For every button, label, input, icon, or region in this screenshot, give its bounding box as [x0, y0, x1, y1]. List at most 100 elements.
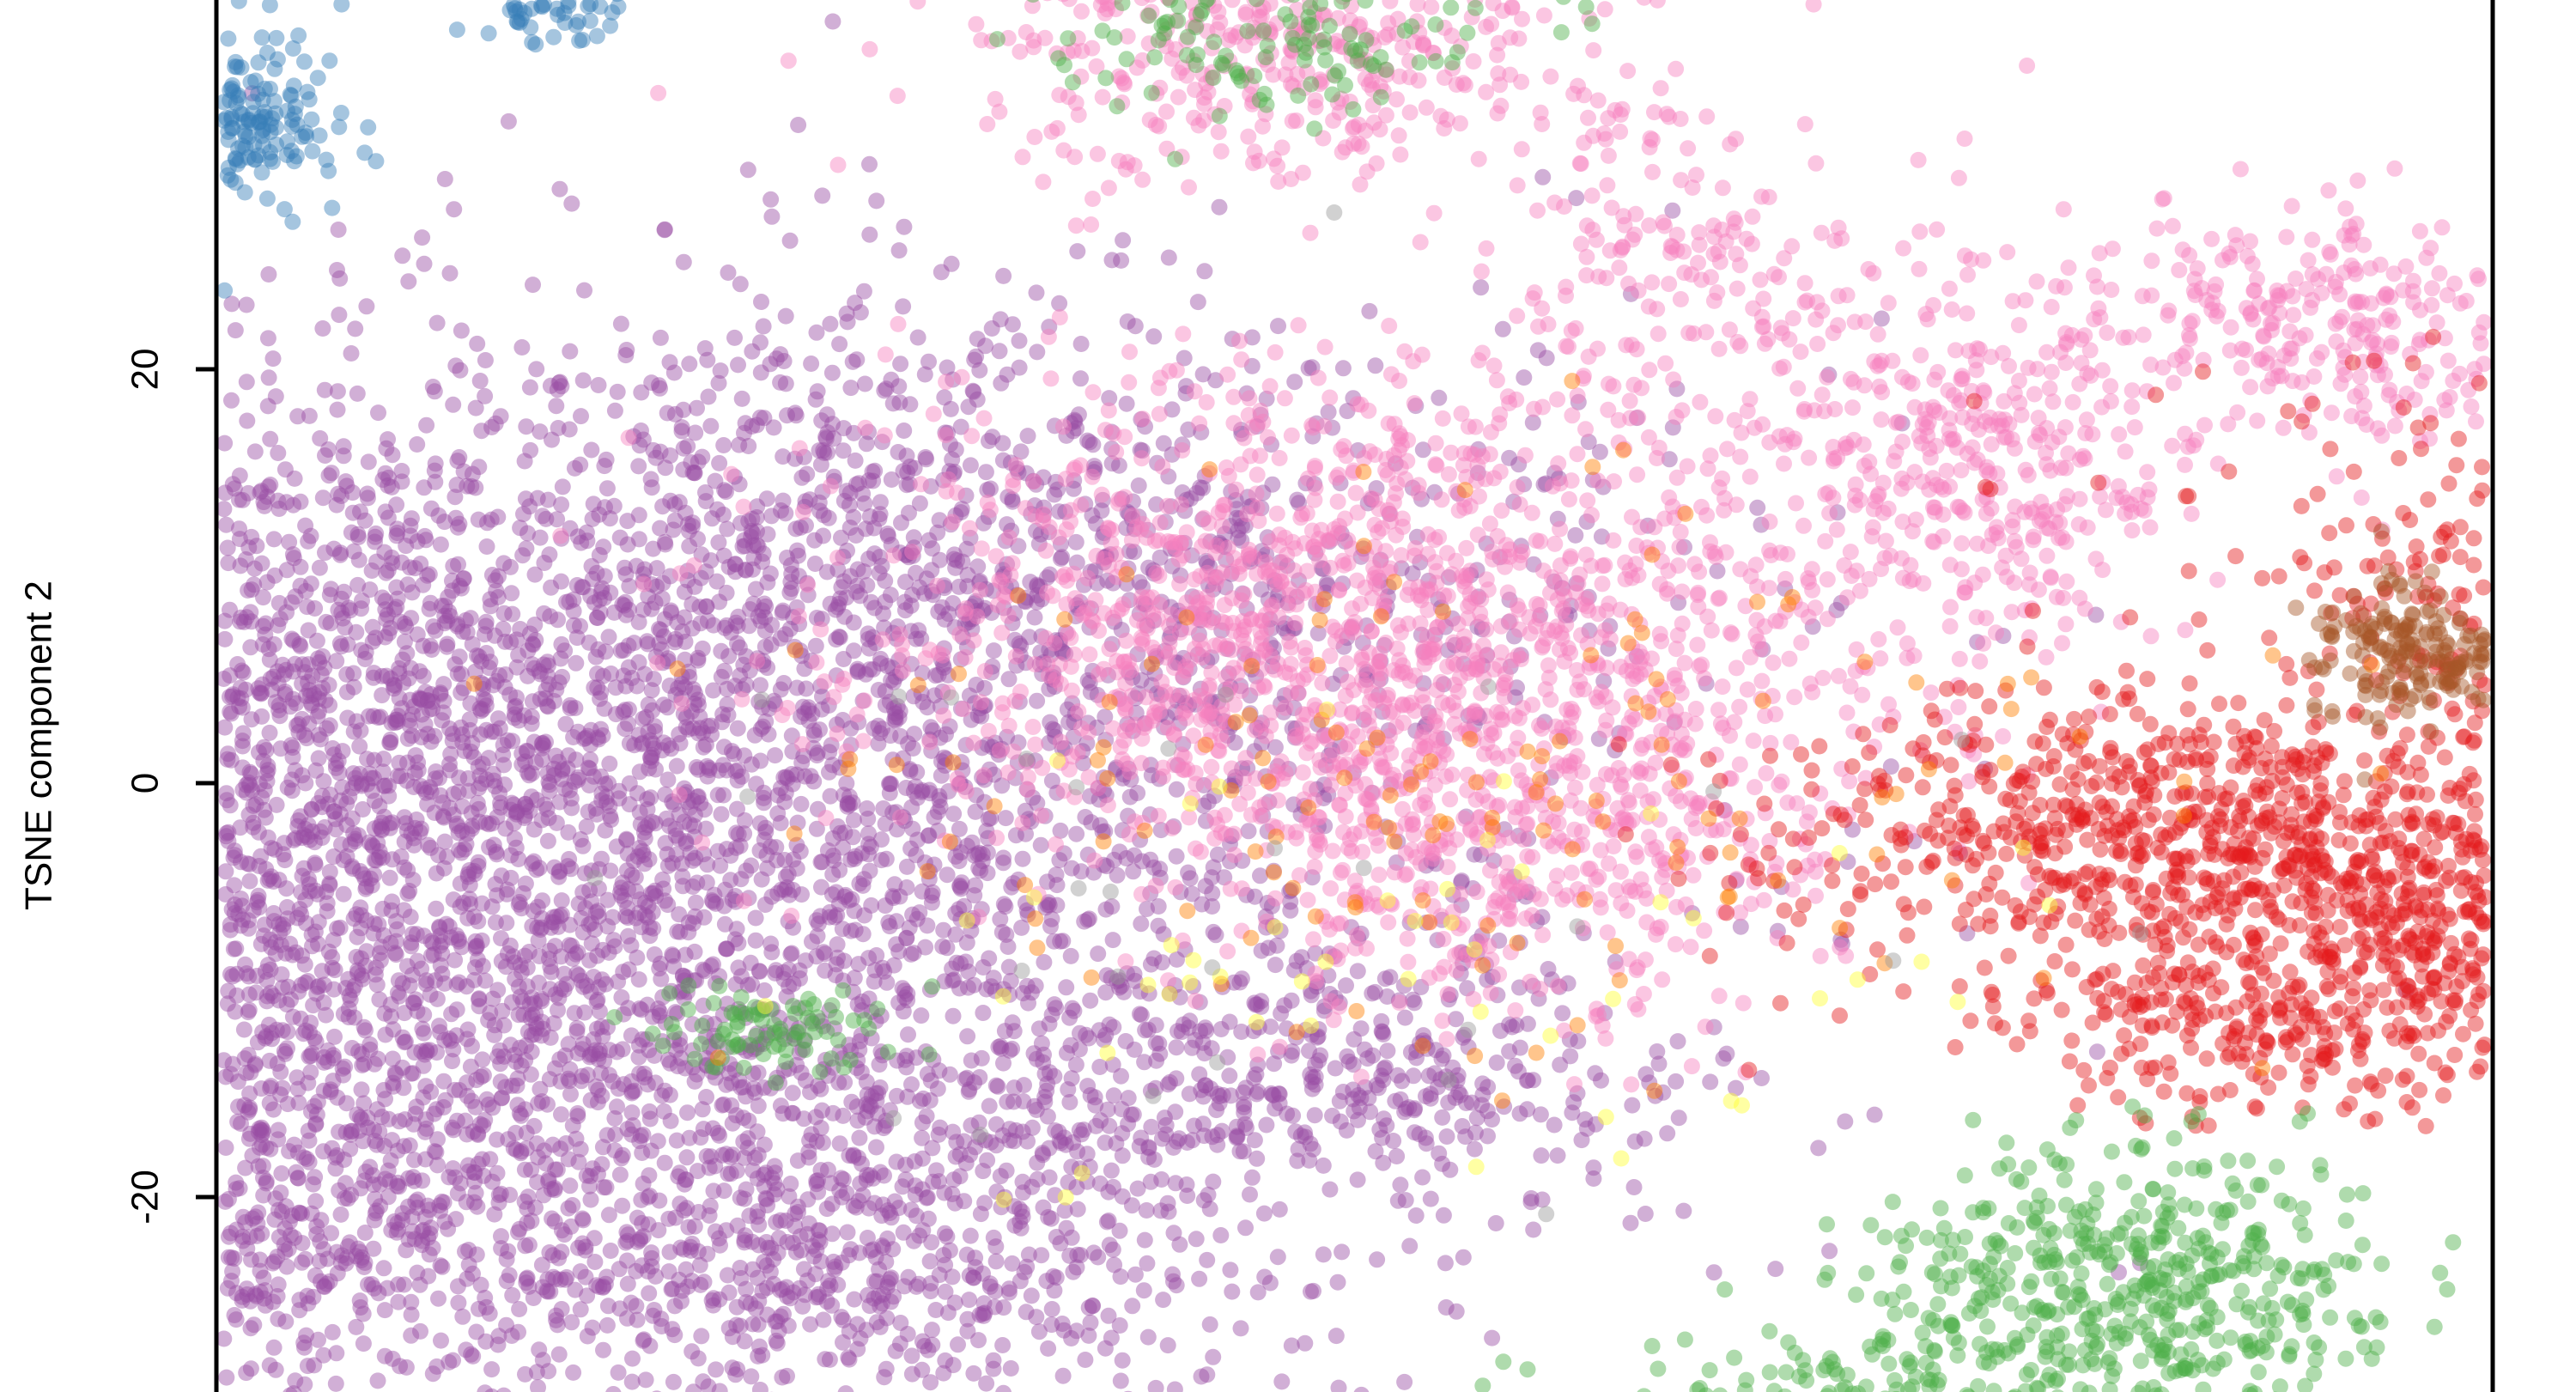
scatter-point — [367, 533, 383, 550]
scatter-point — [1048, 877, 1066, 894]
scatter-point — [492, 1073, 509, 1091]
scatter-point — [897, 574, 914, 591]
scatter-point — [620, 961, 637, 978]
scatter-point — [317, 544, 333, 562]
scatter-point — [858, 435, 875, 453]
scatter-point — [309, 1093, 326, 1110]
scatter-point — [357, 880, 374, 897]
scatter-point — [711, 454, 728, 471]
scatter-point — [824, 866, 841, 883]
scatter-point — [1014, 850, 1031, 867]
scatter-point — [767, 747, 784, 764]
scatter-point — [800, 1143, 817, 1160]
scatter-point — [793, 1064, 810, 1081]
scatter-point — [738, 862, 755, 879]
scatter-point — [450, 1294, 467, 1311]
scatter-point — [1061, 1009, 1078, 1026]
scatter-point — [300, 817, 317, 834]
scatter-point — [244, 85, 261, 102]
scatter-point — [345, 678, 362, 696]
scatter-point — [220, 555, 237, 572]
scatter-point — [421, 1246, 438, 1263]
scatter-point — [1019, 906, 1036, 923]
scatter-point — [444, 732, 461, 750]
scatter-point — [871, 1056, 888, 1073]
scatter-point — [310, 690, 327, 708]
scatter-point — [619, 1252, 635, 1269]
scatter-point — [289, 408, 307, 425]
scatter-point — [668, 1132, 685, 1149]
scatter-point — [1405, 1067, 1422, 1085]
scatter-point — [568, 945, 585, 963]
scatter-point — [1264, 917, 1281, 934]
scatter-point — [403, 1065, 420, 1082]
scatter-point — [729, 1361, 746, 1378]
scatter-point — [1123, 1197, 1140, 1214]
scatter-point — [1159, 1337, 1176, 1354]
scatter-point — [592, 684, 610, 701]
scatter-point — [617, 347, 635, 364]
scatter-point — [240, 484, 257, 501]
scatter-point — [376, 1005, 393, 1022]
scatter-point — [1011, 1201, 1028, 1218]
scatter-point — [884, 395, 902, 412]
scatter-point — [1052, 933, 1069, 950]
scatter-point — [303, 801, 320, 818]
scatter-point — [398, 1359, 415, 1376]
scatter-point — [754, 553, 771, 570]
scatter-point — [413, 706, 430, 723]
scatter-point — [863, 897, 880, 914]
scatter-point — [607, 679, 624, 696]
scatter-point — [217, 863, 234, 880]
scatter-point — [673, 1282, 690, 1299]
scatter-point — [863, 1003, 880, 1020]
scatter-point — [946, 546, 963, 563]
scatter-point — [430, 1290, 447, 1307]
scatter-point — [750, 963, 768, 980]
scatter-point — [477, 1289, 494, 1306]
scatter-point — [995, 1384, 1012, 1392]
scatter-point — [753, 871, 770, 888]
scatter-point — [279, 1024, 296, 1041]
scatter-point — [499, 881, 516, 898]
scatter-point — [878, 1360, 895, 1377]
scatter-point — [550, 868, 568, 885]
scatter-point — [1077, 1352, 1094, 1368]
scatter-point — [367, 966, 384, 983]
scatter-point — [285, 632, 302, 649]
scatter-point — [702, 717, 720, 734]
scatter-point — [278, 880, 295, 897]
scatter-point — [343, 1040, 361, 1056]
scatter-point — [522, 1010, 539, 1027]
scatter-point — [829, 949, 846, 966]
scatter-point — [534, 735, 551, 751]
scatter-point — [630, 458, 647, 475]
scatter-point — [974, 846, 991, 863]
scatter-point — [310, 914, 327, 931]
scatter-point — [526, 1026, 544, 1042]
scatter-point — [453, 322, 470, 339]
scatter-point — [1193, 1368, 1210, 1385]
scatter-point — [259, 872, 276, 889]
scatter-point — [302, 575, 319, 593]
scatter-point — [1255, 1205, 1273, 1222]
scatter-point — [477, 972, 494, 989]
scatter-point — [918, 1108, 935, 1125]
scatter-point — [295, 1025, 312, 1042]
scatter-point — [574, 372, 592, 389]
scatter-point — [528, 361, 545, 378]
scatter-point — [666, 405, 683, 422]
scatter-point — [243, 528, 260, 545]
scatter-point — [784, 1085, 801, 1102]
scatter-point — [355, 1018, 373, 1036]
scatter-point — [781, 232, 799, 249]
scatter-point — [1100, 1307, 1117, 1324]
scatter-point — [953, 874, 970, 891]
scatter-point — [858, 1096, 875, 1113]
scatter-point — [712, 1237, 728, 1254]
scatter-point — [560, 1036, 577, 1053]
scatter-point — [759, 1027, 776, 1043]
scatter-point — [601, 1067, 617, 1084]
scatter-point — [1369, 1251, 1386, 1268]
